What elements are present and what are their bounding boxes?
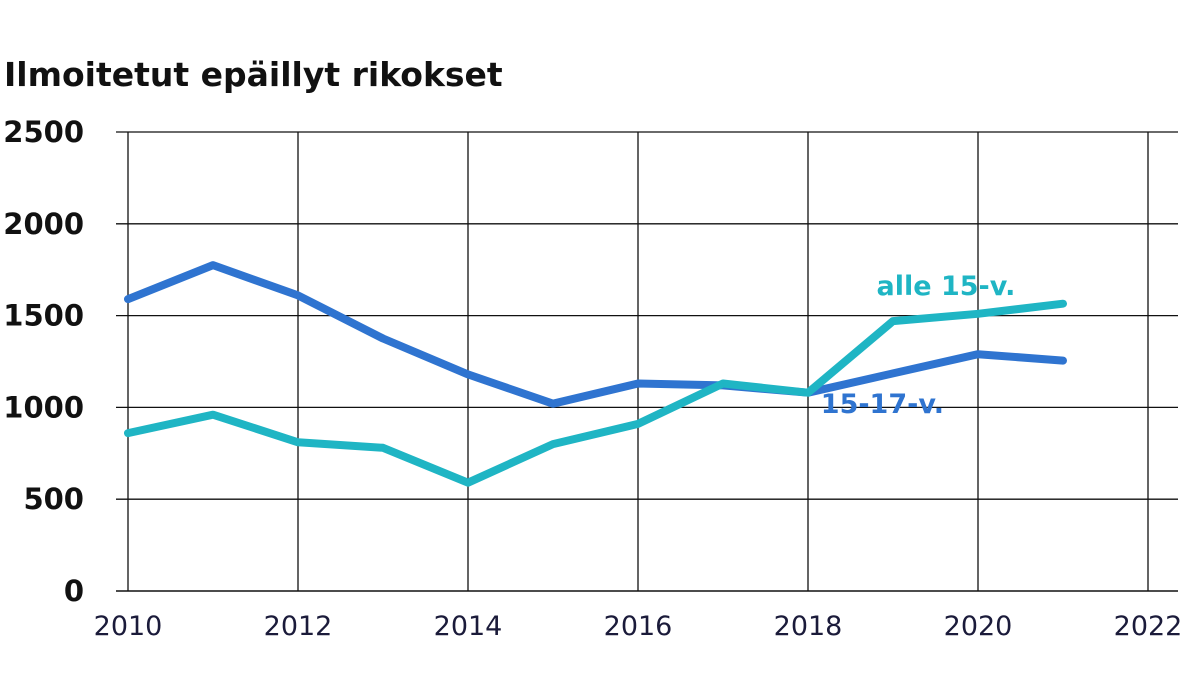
y-tick-label: 500 [23,482,84,516]
tick-labels: 0 500 1000 1500 2000 2500 2010 2012 2014 2016 2018… [3,115,1182,642]
x-tick-label: 2018 [774,611,843,642]
series-labels: 15-17-v. alle 15-v. [821,271,1016,420]
series-lines [124,261,1067,487]
x-tick-label: 2014 [434,611,503,642]
series-label: 15-17-v. [821,389,944,420]
y-tick-label: 2500 [3,115,84,149]
x-tick-label: 2012 [264,611,333,642]
y-tick-label: 2000 [3,207,84,241]
y-tick-label: 0 [64,574,84,608]
y-tick-label: 1000 [3,390,84,424]
x-tick-label: 2020 [944,611,1013,642]
x-tick-label: 2010 [94,611,163,642]
y-tick-label: 1500 [3,299,84,333]
series-label: alle 15-v. [877,271,1016,302]
x-tick-label: 2022 [1114,611,1183,642]
x-tick-label: 2016 [604,611,673,642]
series-line-alle-15-v [124,299,1067,487]
series-line-15-17-v [124,261,1067,408]
chart-title: Ilmoitetut epäillyt rikokset [4,55,503,94]
gridlines [116,131,1178,592]
